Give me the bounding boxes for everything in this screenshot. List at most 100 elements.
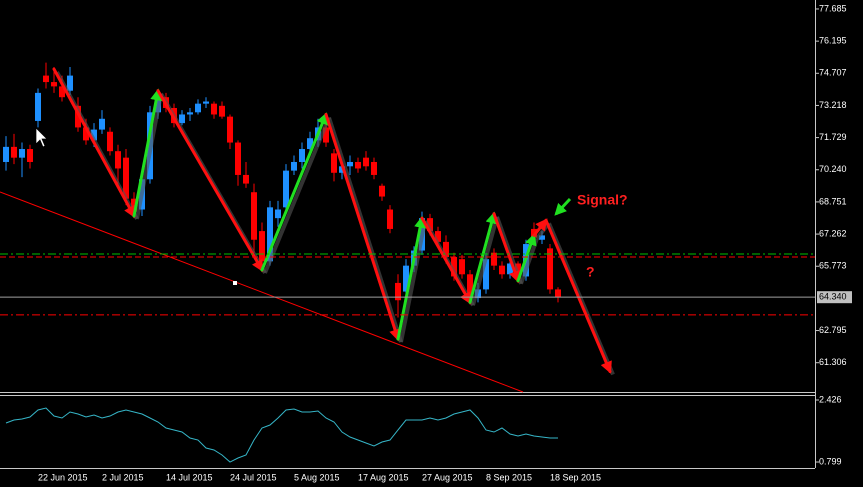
candle-body (195, 103, 201, 113)
candle-body (403, 265, 409, 292)
candle-body (91, 129, 97, 141)
candle-body (355, 161, 361, 169)
zigzag-shadow (327, 116, 403, 343)
candle-body (107, 131, 113, 152)
candle-body (99, 118, 105, 130)
candle-body (491, 252, 497, 266)
candle-body (387, 209, 393, 229)
candle-body (243, 174, 249, 184)
zigzag-segment (52, 67, 136, 219)
candle-body (187, 112, 193, 115)
x-tick-label: 2 Jul 2015 (102, 472, 144, 482)
candle-body (299, 149, 305, 162)
candle-body (211, 103, 217, 115)
candle-body (555, 289, 561, 298)
candle-body (67, 75, 73, 91)
candle-body (251, 192, 257, 240)
y-tick-label: 65.773 (819, 261, 847, 271)
y-tick-label: 61.306 (819, 357, 847, 367)
zigzag-segment (516, 233, 537, 283)
y-tick-label: 76.195 (819, 36, 847, 46)
candle-body (539, 235, 545, 240)
zigzag-shadow (263, 116, 331, 274)
x-tick-label: 5 Aug 2015 (294, 472, 340, 482)
zigzag-segment (532, 218, 548, 237)
candle-body (283, 170, 289, 208)
x-tick-label: 14 Jul 2015 (166, 472, 213, 482)
x-tick-label: 17 Aug 2015 (358, 472, 409, 482)
candle-body (499, 265, 505, 275)
candle-body (35, 92, 41, 121)
y-tick-label: 68.751 (819, 196, 847, 206)
y-tick-label: 0.799 (819, 456, 842, 466)
y-tick-label: 2.426 (819, 394, 842, 404)
candle-body (11, 146, 17, 158)
y-tick-label: 74.707 (819, 68, 847, 78)
candle-body (347, 161, 353, 167)
y-tick-label: 67.262 (819, 228, 847, 238)
y-tick-label: 73.218 (819, 100, 847, 110)
zigzag-shadow (547, 222, 615, 376)
candle-body (203, 101, 209, 104)
y-tick-label: 70.240 (819, 164, 847, 174)
candle-body (371, 161, 377, 175)
y-tick-label: 77.685 (819, 3, 847, 13)
candle-body (3, 146, 9, 162)
zigzag-shadow (471, 216, 499, 306)
zigzag-segment (156, 89, 264, 273)
candle-body (51, 82, 57, 87)
zigzag-shadow (135, 93, 163, 220)
zigzag-segment (492, 212, 521, 284)
x-tick-label: 18 Sep 2015 (550, 472, 601, 482)
marker (233, 281, 237, 285)
candle-body (547, 248, 553, 290)
candle-body (275, 209, 281, 219)
candle-body (483, 259, 489, 290)
candle-body (83, 127, 89, 141)
last-price-label: 64.340 (819, 292, 847, 302)
candle-body (235, 142, 241, 175)
candle-body (179, 114, 185, 124)
candle-body (59, 86, 65, 98)
candle-body (363, 157, 369, 167)
y-tick-label: 71.729 (819, 132, 847, 142)
candle-body (75, 105, 81, 128)
zigzag-segment (468, 211, 498, 304)
zigzag-segment (260, 112, 328, 272)
candle-body (395, 282, 401, 301)
trend-line (0, 191, 524, 393)
indicator-line (5, 407, 558, 463)
candle-body (259, 231, 265, 262)
x-tick-label: 22 Jun 2015 (38, 472, 88, 482)
x-tick-label: 8 Sep 2015 (486, 472, 532, 482)
signal-arrow (554, 197, 572, 216)
last-price-box (817, 291, 852, 304)
candle-body (43, 75, 49, 83)
zigzag-shadow (399, 220, 427, 343)
y-tick-label: 62.795 (819, 325, 847, 335)
annotation: Signal? (577, 192, 628, 208)
candle-body (267, 207, 273, 262)
candle-body (339, 166, 345, 173)
candle-body (219, 105, 225, 117)
candle-body (443, 241, 449, 258)
candle-body (467, 274, 473, 299)
candle-body (123, 157, 129, 199)
cursor (35, 127, 48, 148)
annotation: ? (586, 264, 595, 280)
candle-body (451, 257, 457, 277)
candle-body (19, 149, 25, 158)
candle-body (331, 153, 337, 173)
zigzag-segment (132, 88, 163, 218)
candle-body (323, 127, 329, 143)
candle-body (291, 161, 297, 171)
candle-body (307, 138, 313, 150)
candle-body (27, 149, 33, 162)
zigzag-segment (544, 218, 612, 374)
candle-body (427, 218, 433, 232)
candle-body (435, 231, 441, 242)
zigzag-segment (396, 215, 427, 341)
zigzag-segment (324, 112, 401, 342)
candle-body (507, 263, 513, 275)
